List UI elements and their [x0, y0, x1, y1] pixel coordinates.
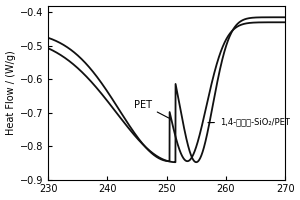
Text: PET: PET	[134, 100, 169, 118]
Y-axis label: Heat Flow / (W/g): Heat Flow / (W/g)	[6, 50, 16, 135]
Text: 1,4-丁二醇-SiO₂/PET: 1,4-丁二醇-SiO₂/PET	[208, 117, 290, 126]
